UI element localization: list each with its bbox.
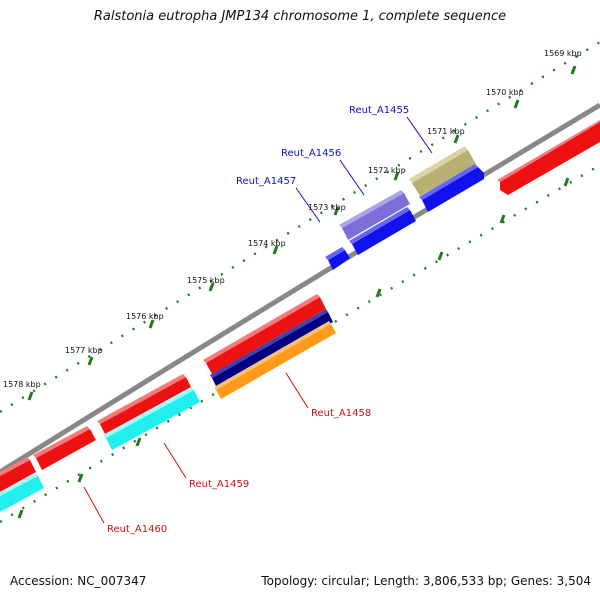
major-tick xyxy=(499,214,506,224)
leader-line xyxy=(163,442,187,479)
major-tick xyxy=(333,206,340,216)
tick-label: 1572 kbp xyxy=(368,166,406,175)
gene-arrow-top xyxy=(203,294,320,363)
gene-arrow[interactable] xyxy=(422,167,484,212)
gene-arrow-top xyxy=(349,207,410,244)
topology-text: Topology: circular; Length: 3,806,533 bp… xyxy=(261,574,591,588)
gene-arrow[interactable] xyxy=(342,193,410,240)
major-tick xyxy=(135,437,142,447)
tick-label: 1578 kbp xyxy=(3,380,41,389)
gene-arrow-top xyxy=(33,426,90,458)
tick-label: 1569 kbp xyxy=(544,49,582,58)
gene-arrow-top xyxy=(0,457,30,476)
leader-line xyxy=(406,116,433,154)
accession-text: Accession: NC_007347 xyxy=(10,574,147,588)
gene-arrow-top xyxy=(210,309,328,378)
gene-arrow[interactable] xyxy=(328,250,350,270)
gene-arrow-top xyxy=(339,190,404,228)
gene-arrow[interactable] xyxy=(106,390,200,450)
major-tick xyxy=(563,177,570,187)
gene-arrow-top xyxy=(419,164,478,200)
tick-label: 1571 kbp xyxy=(427,127,465,136)
tick-label: 1575 kbp xyxy=(187,276,225,285)
gene-arrow-top xyxy=(409,146,468,183)
chromosome-backbone xyxy=(0,102,600,475)
major-tick xyxy=(375,288,382,298)
major-tick xyxy=(148,319,155,329)
major-tick xyxy=(272,245,279,255)
gene-arrow[interactable] xyxy=(500,122,600,195)
gene-arrow-top xyxy=(103,387,194,438)
gene-label-reut-a1455[interactable]: Reut_A1455 xyxy=(349,105,409,116)
gene-arrow[interactable] xyxy=(36,429,96,470)
major-tick xyxy=(570,65,577,75)
gene-arrow[interactable] xyxy=(206,297,326,374)
major-tick xyxy=(17,509,24,519)
gene-arrow[interactable] xyxy=(412,150,476,196)
gene-arrow[interactable] xyxy=(352,210,416,255)
leader-lines xyxy=(83,116,433,524)
major-tick xyxy=(87,356,94,366)
gene-label-reut-a1459[interactable]: Reut_A1459 xyxy=(189,479,249,490)
tick-label: 1576 kbp xyxy=(126,312,164,321)
gene-arrows xyxy=(0,120,600,512)
gene-label-reut-a1460[interactable]: Reut_A1460 xyxy=(107,524,167,535)
tick-label: 1574 kbp xyxy=(248,239,286,248)
gene-arrow[interactable] xyxy=(0,476,44,512)
gene-arrow[interactable] xyxy=(212,312,333,388)
gene-arrow[interactable] xyxy=(100,377,192,436)
gene-label-reut-a1458[interactable]: Reut_A1458 xyxy=(311,408,371,419)
major-tick xyxy=(453,134,460,144)
outer-tick-track xyxy=(0,40,600,414)
major-tick xyxy=(27,391,34,401)
gene-label-reut-a1457[interactable]: Reut_A1457 xyxy=(236,176,296,187)
tick-label: 1570 kbp xyxy=(486,88,524,97)
major-tick xyxy=(208,282,215,292)
gene-arrow-top xyxy=(325,247,345,260)
tick-label: 1577 kbp xyxy=(65,346,103,355)
leader-line xyxy=(339,159,365,196)
gene-arrow-top xyxy=(497,120,600,182)
map-title: Ralstonia eutropha JMP134 chromosome 1, … xyxy=(93,9,507,24)
gene-arrow-top xyxy=(214,321,331,390)
gene-arrow-top xyxy=(0,473,38,496)
major-tick xyxy=(77,473,84,483)
gene-arrow-top xyxy=(97,374,186,424)
leader-line xyxy=(83,486,105,524)
major-tick xyxy=(437,251,444,261)
inner-tick-track xyxy=(0,163,600,524)
leader-line xyxy=(295,187,321,223)
gene-arrow[interactable] xyxy=(216,324,336,399)
gene-arrow[interactable] xyxy=(0,460,36,492)
major-tick xyxy=(393,171,400,181)
major-tick xyxy=(513,99,520,109)
leader-line xyxy=(285,372,309,409)
gene-label-reut-a1456[interactable]: Reut_A1456 xyxy=(281,148,341,159)
major-ticks xyxy=(17,65,577,519)
tick-label: 1573 kbp xyxy=(308,203,346,212)
